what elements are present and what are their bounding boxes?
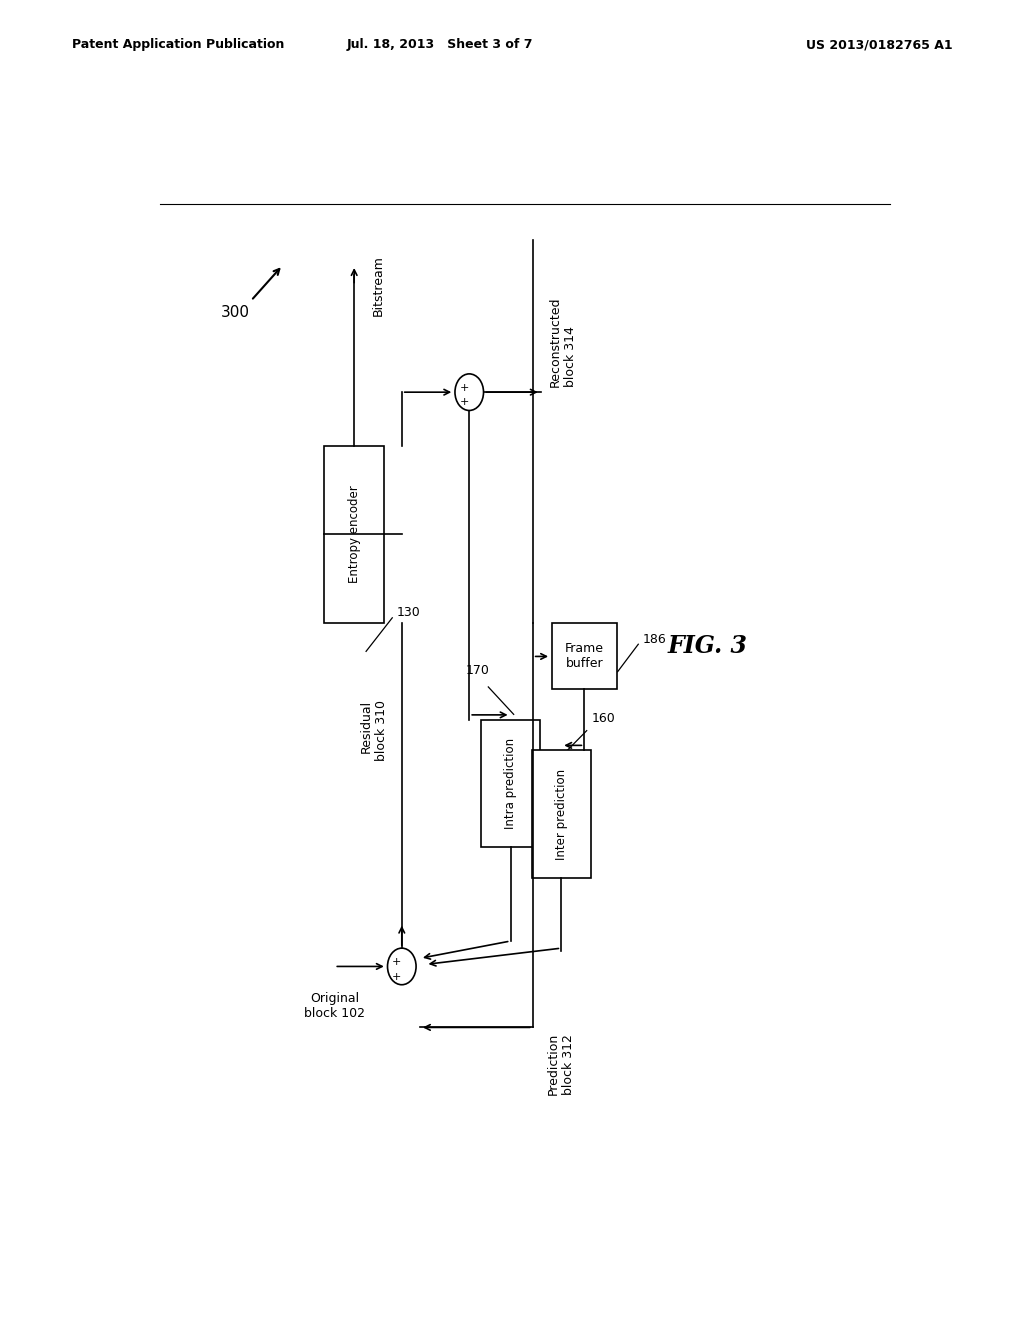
Text: Intra prediction: Intra prediction <box>504 738 517 829</box>
Text: Patent Application Publication: Patent Application Publication <box>72 38 284 51</box>
Text: US 2013/0182765 A1: US 2013/0182765 A1 <box>806 38 952 51</box>
Text: Inter prediction: Inter prediction <box>555 768 567 859</box>
Text: +: + <box>460 383 469 392</box>
Text: FIG. 3: FIG. 3 <box>668 635 748 659</box>
Text: 160: 160 <box>592 711 615 725</box>
Bar <box>531 751 591 878</box>
Text: Entropy encoder: Entropy encoder <box>348 486 360 583</box>
Circle shape <box>387 948 416 985</box>
Text: +: + <box>392 972 401 982</box>
Text: Jul. 18, 2013   Sheet 3 of 7: Jul. 18, 2013 Sheet 3 of 7 <box>347 38 534 51</box>
Bar <box>480 719 541 847</box>
Text: +: + <box>392 957 401 966</box>
Text: Residual
block 310: Residual block 310 <box>359 700 387 760</box>
Text: Frame
buffer: Frame buffer <box>565 643 604 671</box>
Text: 300: 300 <box>220 305 250 321</box>
Circle shape <box>455 374 483 411</box>
Bar <box>325 446 384 623</box>
Bar <box>552 623 616 689</box>
Text: Reconstructed
block 314: Reconstructed block 314 <box>549 297 577 387</box>
Text: Bitstream: Bitstream <box>372 255 385 315</box>
Text: Prediction
block 312: Prediction block 312 <box>547 1032 575 1094</box>
Text: Original
block 102: Original block 102 <box>304 991 365 1020</box>
Text: +: + <box>460 397 469 408</box>
Text: 170: 170 <box>465 664 489 677</box>
Text: 186: 186 <box>642 632 666 645</box>
Text: 130: 130 <box>396 606 420 619</box>
